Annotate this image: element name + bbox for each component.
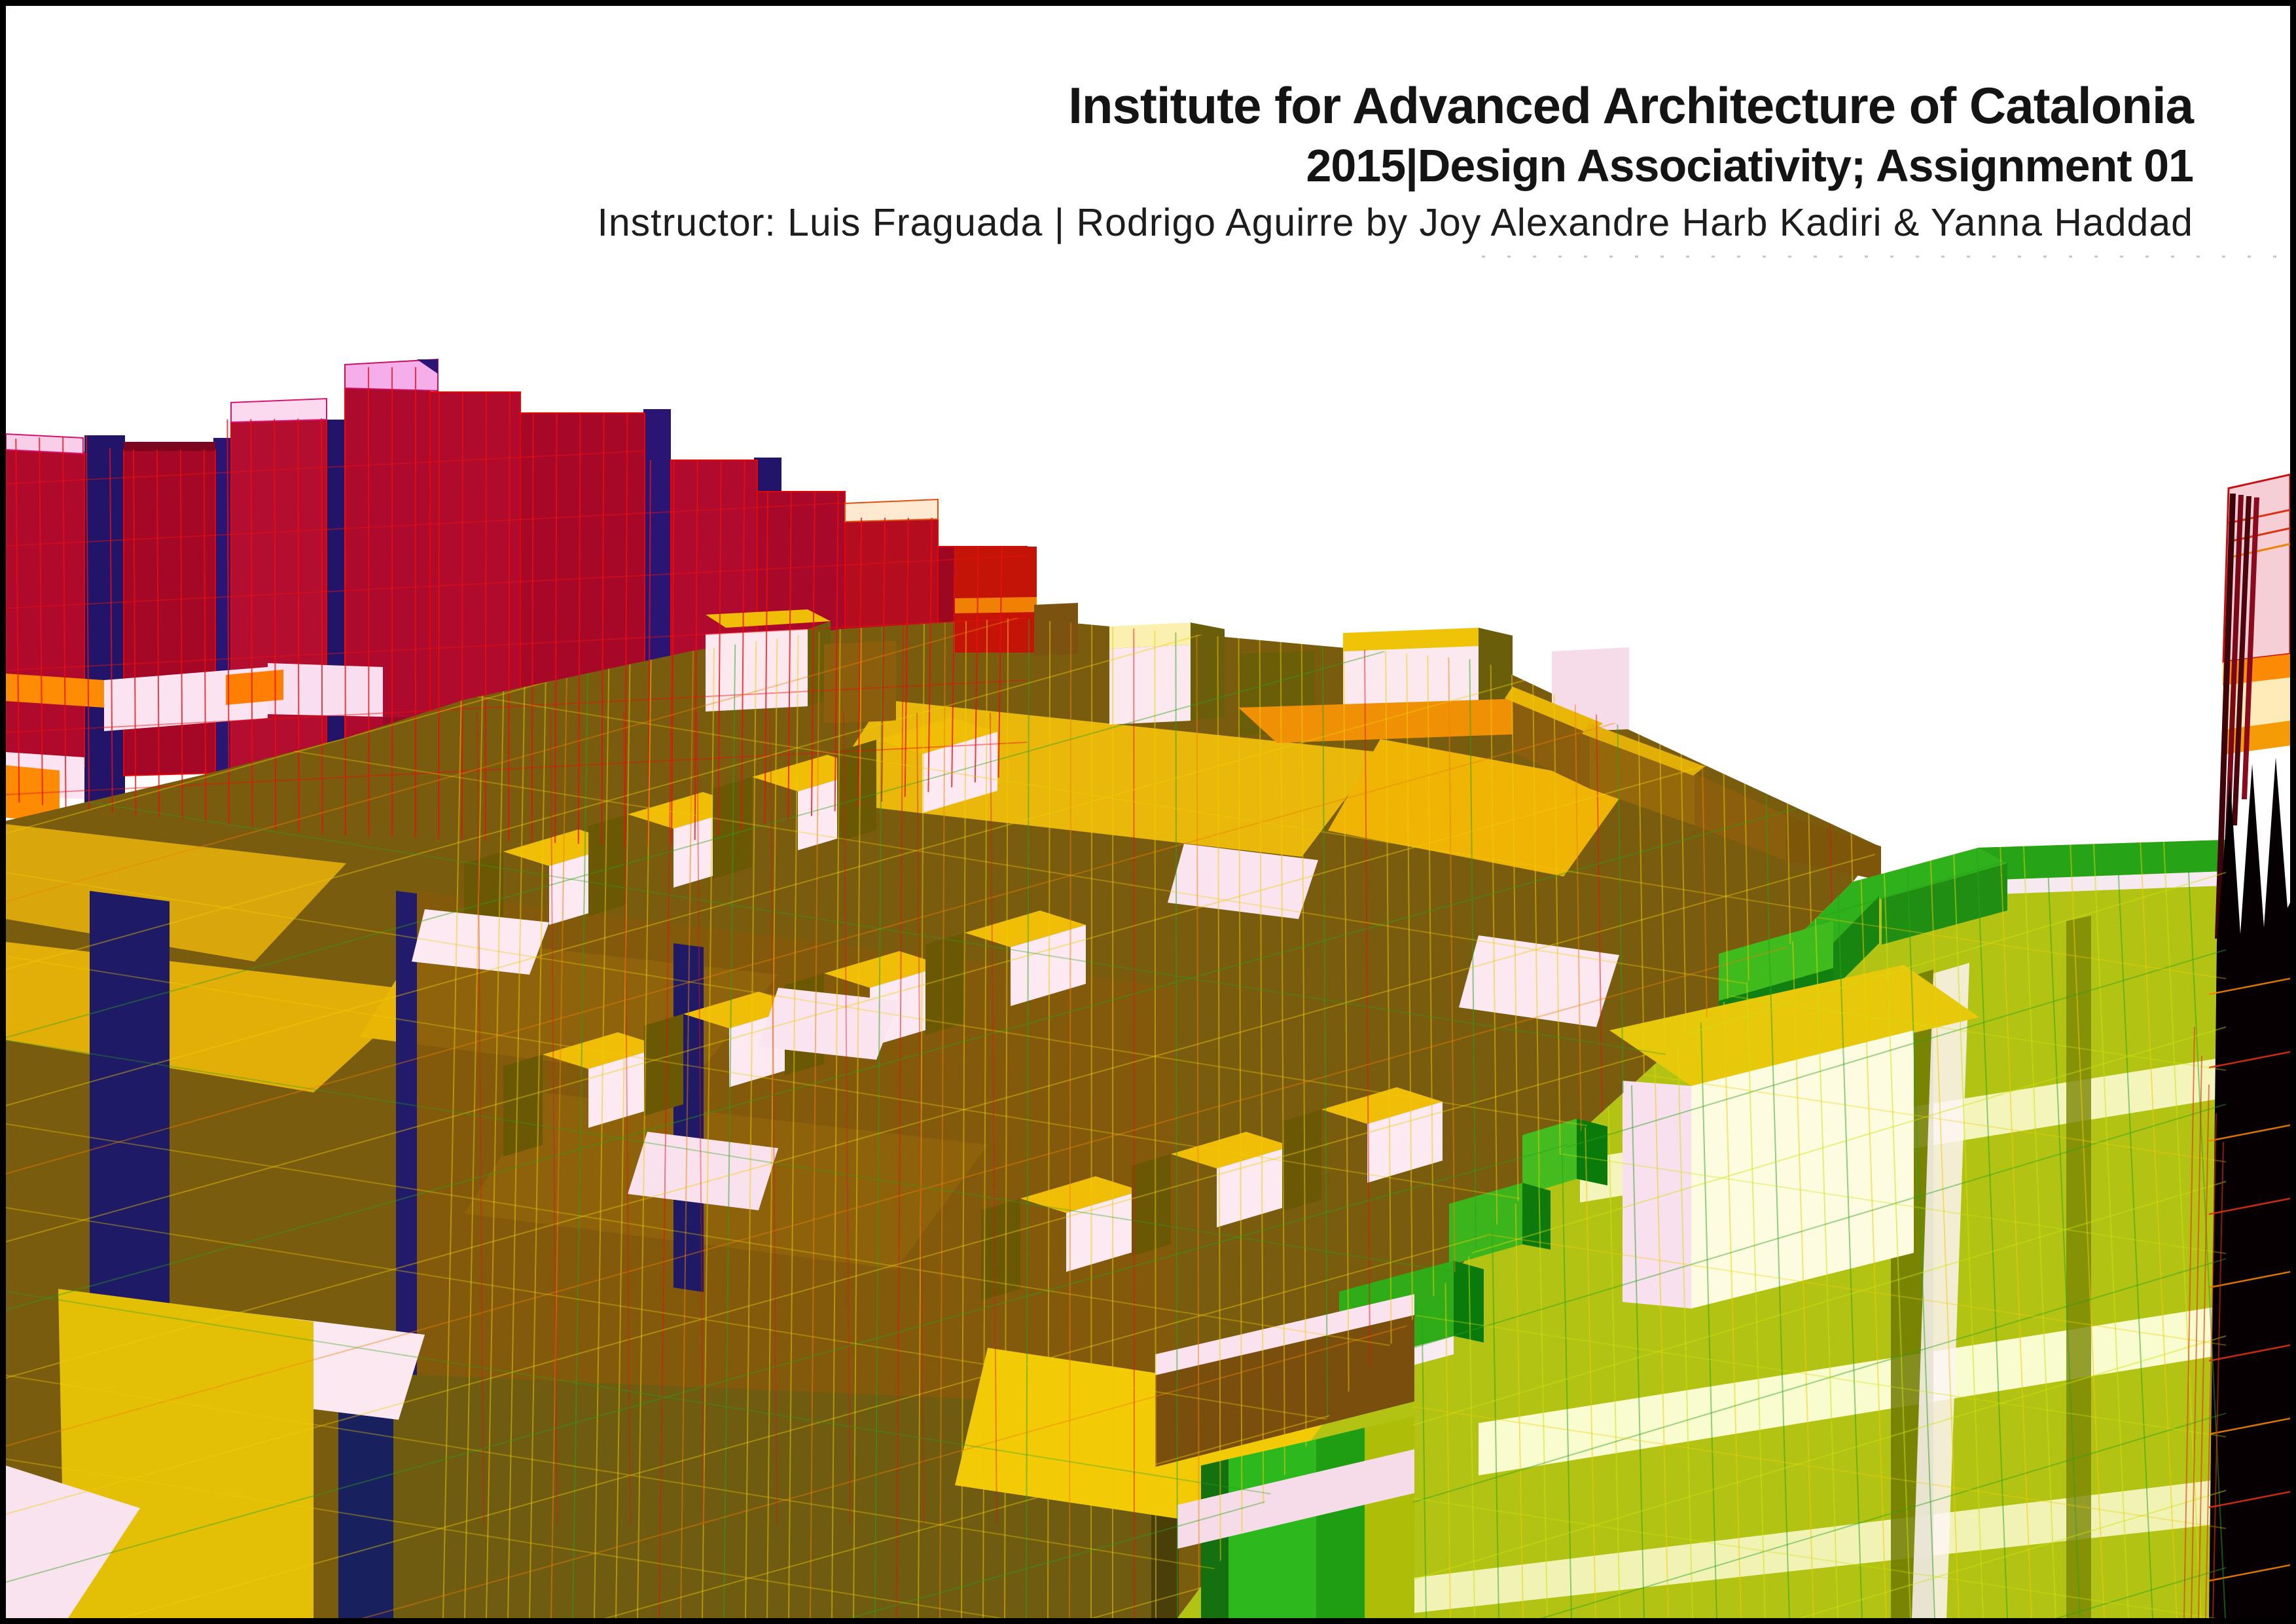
slide-credits: Instructor: Luis Fraguada | Rodrigo Agui… xyxy=(597,201,2193,245)
dark-tower-mass xyxy=(2209,757,2290,1618)
slide-subtitle: 2015|Design Associativity; Assignment 01 xyxy=(1306,139,2194,191)
slide-header: Institute for Advanced Architecture of C… xyxy=(597,77,2194,245)
slide-title: Institute for Advanced Architecture of C… xyxy=(1068,77,2194,134)
render-3d-scene xyxy=(6,6,2290,1618)
right-tower-group xyxy=(2208,473,2290,1618)
